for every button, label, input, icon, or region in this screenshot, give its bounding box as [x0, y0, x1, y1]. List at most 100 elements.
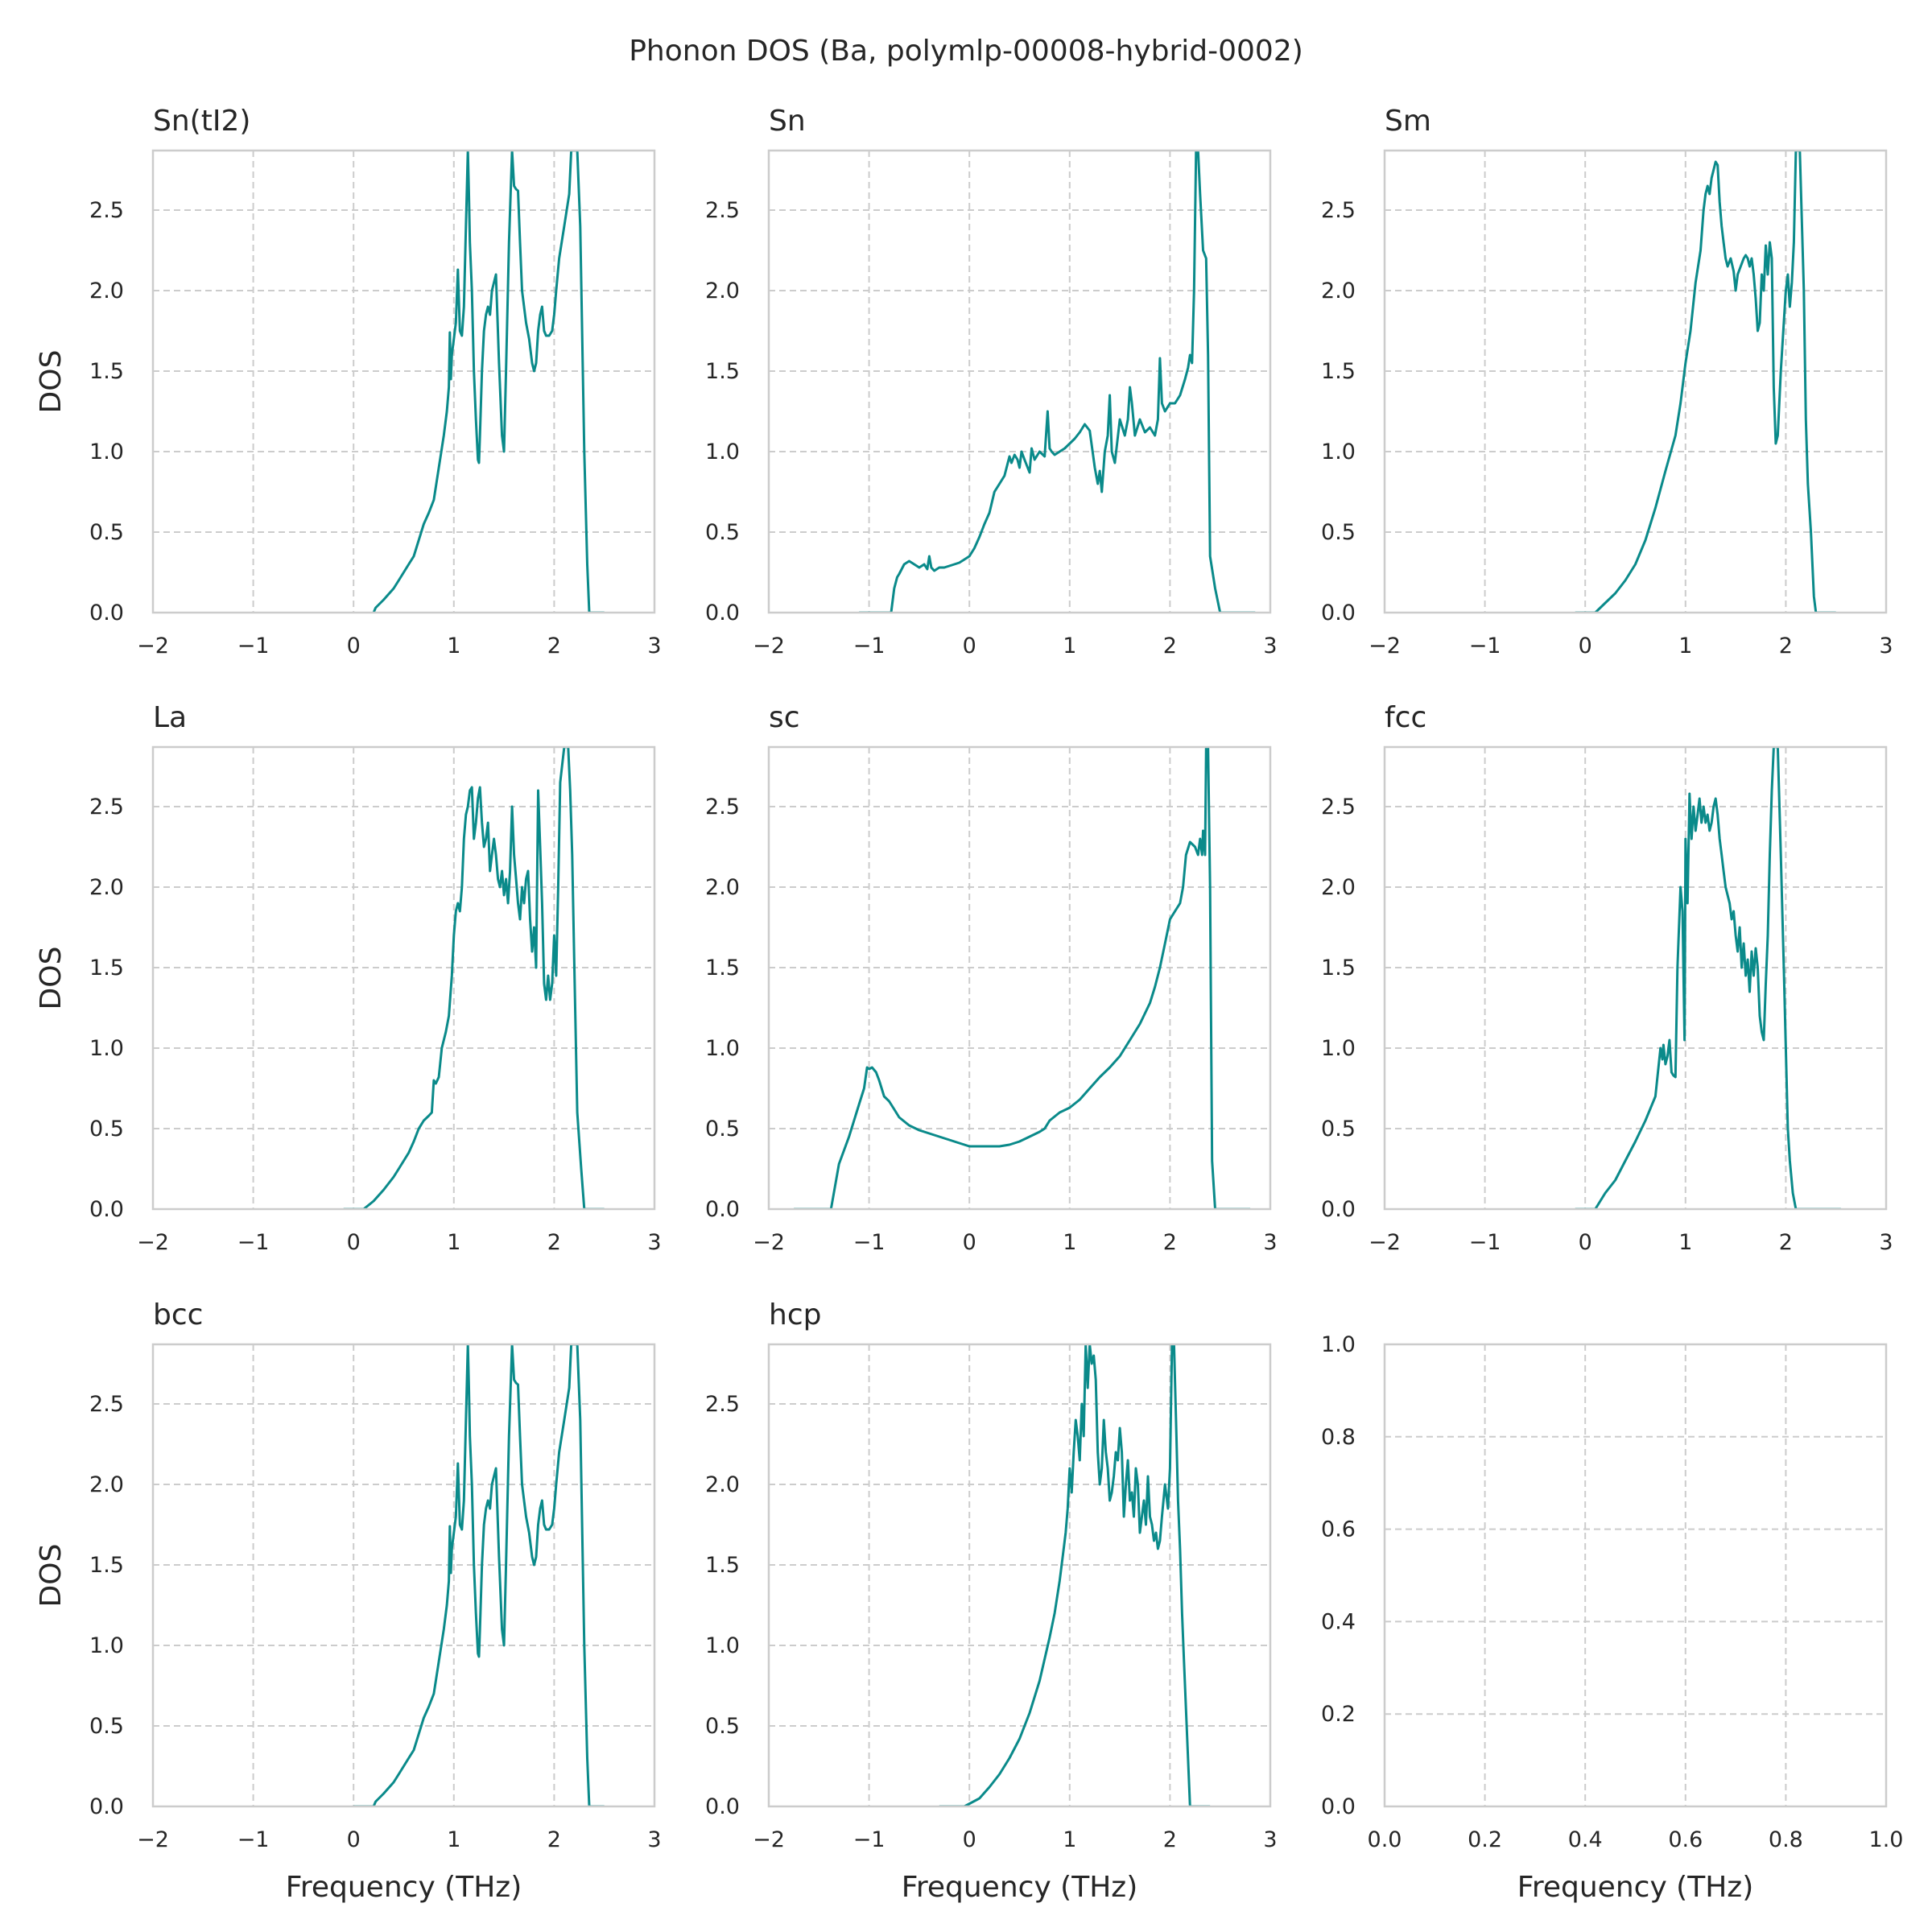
y-tick-label: 0.0	[89, 1197, 124, 1222]
y-tick-label: 2.5	[89, 1392, 124, 1417]
panel-title: fcc	[1385, 701, 1426, 734]
y-tick-label: 1.0	[1321, 440, 1356, 464]
x-tick-label: 1	[1063, 1230, 1076, 1255]
y-tick-label: 0.0	[1321, 601, 1356, 625]
axes-frame	[767, 149, 1272, 614]
x-tick-label: 0	[347, 1827, 361, 1852]
axes-frame	[151, 1343, 656, 1808]
panel-hcp: −2 −1 0 1 2 3 0.0 0.5 1.0 1.5 2.0 2.5 hcp Frequency (…	[705, 1298, 1278, 1904]
y-tick-label: 1.5	[1321, 359, 1356, 384]
y-tick-label: 0.5	[1321, 520, 1356, 545]
y-axis-label: DOS	[35, 350, 68, 414]
x-tick-label: 0	[963, 1827, 976, 1852]
panel-sm: −2 −1 0 1 2 3 0.0 0.5 1.0 1.5 2.0 2.5 Sm	[1321, 105, 1893, 658]
axes-frame	[767, 745, 1272, 1211]
x-tick-label: −2	[1368, 634, 1401, 658]
y-tick-label: 1.5	[705, 1553, 740, 1578]
y-tick-label: 1.0	[705, 1036, 740, 1061]
y-tick-label: 1.5	[89, 1553, 124, 1578]
dos-series-line	[343, 747, 605, 1209]
y-tick-label: 0.4	[1321, 1609, 1356, 1634]
x-axis-label: Frequency (THz)	[902, 1871, 1137, 1904]
panel-title: Sn(tI2)	[153, 105, 250, 138]
panel-sn: −2 −1 0 1 2 3 0.0 0.5 1.0 1.5 2.0 2.5 Sn	[705, 105, 1278, 658]
y-tick-label: 2.5	[705, 198, 740, 223]
y-tick-label: 1.0	[1321, 1036, 1356, 1061]
x-tick-label: 2	[547, 1230, 561, 1255]
dos-series-line	[372, 151, 605, 613]
x-tick-label: 0	[963, 1230, 976, 1255]
y-tick-label: 0.0	[89, 1794, 124, 1819]
x-axis-label: Frequency (THz)	[1517, 1871, 1753, 1904]
y-tick-label: 1.5	[1321, 956, 1356, 980]
x-tick-label: −1	[1469, 634, 1501, 658]
dos-series-line	[1575, 747, 1841, 1209]
x-tick-label: −2	[137, 634, 169, 658]
panel-fcc: −2 −1 0 1 2 3 0.0 0.5 1.0 1.5 2.0 2.5 fcc	[1321, 701, 1893, 1255]
x-tick-label: −2	[753, 634, 785, 658]
x-tick-label: 3	[1263, 634, 1277, 658]
y-tick-label: 0.5	[89, 520, 124, 545]
y-tick-label: 0.5	[705, 1714, 740, 1739]
x-tick-label: 1	[447, 1827, 460, 1852]
x-tick-label: 2	[1779, 634, 1793, 658]
axes-frame	[767, 1343, 1272, 1808]
dos-series-line	[859, 151, 1256, 613]
y-tick-label: 1.5	[89, 956, 124, 980]
y-tick-label: 0.0	[89, 601, 124, 625]
x-tick-label: 0	[1579, 1230, 1592, 1255]
x-tick-label: 3	[1263, 1827, 1277, 1852]
y-axis-label: DOS	[35, 947, 68, 1010]
panel-title: Sm	[1385, 105, 1431, 138]
y-tick-label: 2.0	[705, 279, 740, 303]
x-tick-label: 0.6	[1668, 1827, 1703, 1852]
y-tick-label: 0.5	[705, 1117, 740, 1141]
y-tick-label: 2.0	[1321, 279, 1356, 303]
x-tick-label: −2	[137, 1827, 169, 1852]
y-tick-label: 2.0	[89, 875, 124, 900]
x-tick-label: 1	[1063, 1827, 1076, 1852]
y-tick-label: 1.0	[89, 1036, 124, 1061]
x-tick-label: 0.4	[1568, 1827, 1603, 1852]
axes-frame	[151, 149, 656, 614]
x-tick-label: 1	[1678, 1230, 1692, 1255]
x-tick-label: 2	[1163, 634, 1177, 658]
y-tick-label: 1.0	[705, 1633, 740, 1658]
axes-frame	[1383, 149, 1888, 614]
x-tick-label: −1	[237, 634, 270, 658]
y-tick-label: 0.5	[89, 1714, 124, 1739]
axes-frame	[151, 745, 656, 1211]
y-tick-label: 0.6	[1321, 1517, 1356, 1542]
x-tick-label: 0	[1579, 634, 1592, 658]
panel-bcc: −2 −1 0 1 2 3 0.0 0.5 1.0 1.5 2.0 2.5 bcc DOS Frequenc…	[35, 1298, 662, 1904]
x-axis-label: Frequency (THz)	[286, 1871, 522, 1904]
x-tick-label: −2	[137, 1230, 169, 1255]
x-tick-label: 3	[1879, 634, 1893, 658]
y-axis-label: DOS	[35, 1544, 68, 1608]
x-tick-label: 0	[347, 1230, 361, 1255]
panel-empty: 0.0 0.2 0.4 0.6 0.8 1.0 0.0 0.2 0.4 0.6 0.8 1.0 Freq…	[1321, 1332, 1903, 1904]
x-tick-label: 3	[1263, 1230, 1277, 1255]
y-tick-label: 0.0	[705, 1197, 740, 1222]
axes-frame	[1383, 1343, 1888, 1808]
x-tick-label: −1	[853, 1827, 886, 1852]
y-tick-label: 1.0	[705, 440, 740, 464]
y-tick-label: 0.0	[1321, 1794, 1356, 1819]
x-tick-label: 1	[447, 1230, 460, 1255]
y-tick-label: 1.0	[89, 1633, 124, 1658]
x-tick-label: −2	[753, 1230, 785, 1255]
figure-title: Phonon DOS (Ba, polymlp-00008-hybrid-000…	[629, 35, 1303, 68]
y-tick-label: 0.0	[1321, 1197, 1356, 1222]
y-tick-label: 2.5	[1321, 198, 1356, 223]
x-tick-label: 3	[647, 634, 661, 658]
x-tick-label: −2	[753, 1827, 785, 1852]
y-tick-label: 2.0	[705, 1472, 740, 1497]
panel-title: bcc	[153, 1298, 203, 1331]
x-tick-label: 1.0	[1869, 1827, 1904, 1852]
x-tick-label: 2	[547, 1827, 561, 1852]
y-tick-label: 2.5	[1321, 795, 1356, 819]
y-tick-label: 0.5	[89, 1117, 124, 1141]
x-tick-label: 2	[547, 634, 561, 658]
panel-title: Sn	[769, 105, 806, 138]
